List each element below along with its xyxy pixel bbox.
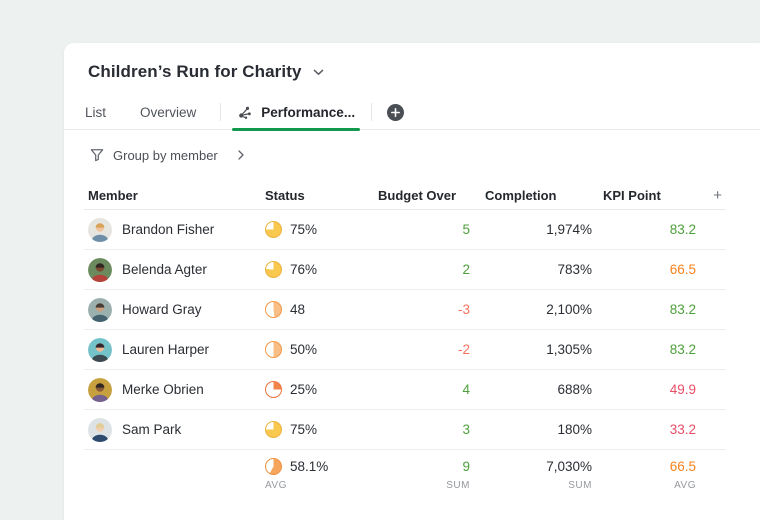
aggregation-label: AVG xyxy=(265,480,287,491)
tab-bar: List Overview xyxy=(64,95,760,131)
progress-pie-icon xyxy=(265,301,282,318)
avatar xyxy=(88,377,112,402)
summary-status-cell[interactable]: 58.1% AVG xyxy=(260,458,366,493)
avatar xyxy=(88,297,112,322)
status-value: 76% xyxy=(290,262,318,277)
table-header: Member Status Budget Over Completion KPI… xyxy=(84,182,726,210)
tab-performance-label: Performance... xyxy=(261,104,356,120)
table-row[interactable]: Merke Obrien 25% 4 688% 49.9 xyxy=(84,370,726,410)
kpi-cell[interactable]: 33.2 xyxy=(669,422,696,437)
completion-cell[interactable]: 688% xyxy=(557,382,592,397)
page-header: Children’s Run for Charity xyxy=(64,43,760,82)
status-value: 75% xyxy=(290,222,318,237)
avatar xyxy=(88,217,112,242)
progress-pie-icon xyxy=(265,421,282,438)
member-name: Belenda Agter xyxy=(122,262,207,277)
member-cell: Belenda Agter xyxy=(84,257,260,282)
progress-pie-icon xyxy=(265,221,282,238)
table-row[interactable]: Howard Gray 48 -3 2,100% 83.2 xyxy=(84,290,726,330)
member-cell: Brandon Fisher xyxy=(84,217,260,242)
view-card: Children’s Run for Charity List Overview xyxy=(64,43,760,520)
filter-icon xyxy=(90,148,104,162)
aggregation-label: AVG xyxy=(674,480,696,491)
table-row[interactable]: Belenda Agter 76% 2 783% 66.5 xyxy=(84,250,726,290)
tab-overview[interactable]: Overview xyxy=(140,104,197,120)
table-row[interactable]: Brandon Fisher 75% 5 1,974% 83.2 xyxy=(84,210,726,250)
group-by-toolbar[interactable]: Group by member xyxy=(64,130,760,172)
completion-cell[interactable]: 2,100% xyxy=(546,302,592,317)
status-cell[interactable]: 75% xyxy=(260,421,366,438)
table-row[interactable]: Lauren Harper 50% -2 1,305% 83.2 xyxy=(84,330,726,370)
avatar xyxy=(88,337,112,362)
kpi-cell[interactable]: 83.2 xyxy=(669,222,696,237)
summary-status-value: 58.1% xyxy=(290,459,329,474)
member-name: Merke Obrien xyxy=(122,382,204,397)
tab-list[interactable]: List xyxy=(85,104,107,120)
status-cell[interactable]: 75% xyxy=(260,221,366,238)
group-by-label: Group by member xyxy=(113,147,218,163)
kpi-cell[interactable]: 49.9 xyxy=(669,382,696,397)
member-name: Sam Park xyxy=(122,422,182,437)
avatar xyxy=(88,257,112,282)
budget-over-cell[interactable]: -3 xyxy=(457,302,470,317)
budget-over-cell[interactable]: 4 xyxy=(462,382,470,397)
status-value: 25% xyxy=(290,382,318,397)
progress-pie-icon xyxy=(265,341,282,358)
member-cell: Merke Obrien xyxy=(84,377,260,402)
budget-over-cell[interactable]: -2 xyxy=(457,342,470,357)
progress-pie-icon xyxy=(265,261,282,278)
column-header-member[interactable]: Member xyxy=(88,188,138,203)
summary-budget-value: 9 xyxy=(462,459,470,474)
status-cell[interactable]: 76% xyxy=(260,261,366,278)
completion-cell[interactable]: 180% xyxy=(557,422,592,437)
column-header-completion[interactable]: Completion xyxy=(485,188,557,203)
avatar xyxy=(88,417,112,442)
status-cell[interactable]: 25% xyxy=(260,381,366,398)
chevron-down-icon[interactable] xyxy=(313,69,324,76)
summary-completion-cell[interactable]: 7,030% SUM xyxy=(472,458,594,491)
add-view-button[interactable] xyxy=(387,103,405,121)
status-cell[interactable]: 48 xyxy=(260,301,366,318)
performance-table: Member Status Budget Over Completion KPI… xyxy=(84,182,726,503)
progress-pie-icon xyxy=(265,381,282,398)
completion-cell[interactable]: 1,974% xyxy=(546,222,592,237)
member-cell: Howard Gray xyxy=(84,297,260,322)
page-title: Children’s Run for Charity xyxy=(88,62,302,81)
tab-performance[interactable]: Performance... xyxy=(232,95,360,131)
member-name: Howard Gray xyxy=(122,302,202,317)
table-row[interactable]: Sam Park 75% 3 180% 33.2 xyxy=(84,410,726,450)
kpi-cell[interactable]: 83.2 xyxy=(669,302,696,317)
status-value: 50% xyxy=(290,342,318,357)
budget-over-cell[interactable]: 2 xyxy=(462,262,470,277)
summary-row: 58.1% AVG 9 SUM 7,030% SUM 66.5 AVG xyxy=(84,450,726,503)
summary-budget-cell[interactable]: 9 SUM xyxy=(366,458,472,491)
completion-cell[interactable]: 1,305% xyxy=(546,342,592,357)
add-column-button[interactable]: + xyxy=(713,187,722,204)
aggregation-label: SUM xyxy=(446,480,470,491)
budget-over-cell[interactable]: 3 xyxy=(462,422,470,437)
status-cell[interactable]: 50% xyxy=(260,341,366,358)
column-header-budget-over[interactable]: Budget Over xyxy=(378,188,457,203)
budget-over-cell[interactable]: 5 xyxy=(462,222,470,237)
kpi-cell[interactable]: 83.2 xyxy=(669,342,696,357)
status-value: 75% xyxy=(290,422,318,437)
member-cell: Sam Park xyxy=(84,417,260,442)
network-icon xyxy=(237,105,252,120)
aggregation-label: SUM xyxy=(568,480,592,491)
column-header-kpi-point[interactable]: KPI Point xyxy=(603,188,661,203)
tab-divider xyxy=(220,103,222,121)
tab-divider xyxy=(371,103,373,121)
member-name: Brandon Fisher xyxy=(122,222,215,237)
progress-pie-icon xyxy=(265,458,282,475)
summary-kpi-cell[interactable]: 66.5 AVG xyxy=(594,458,698,491)
column-header-status[interactable]: Status xyxy=(265,188,305,203)
kpi-cell[interactable]: 66.5 xyxy=(669,262,696,277)
member-cell: Lauren Harper xyxy=(84,337,260,362)
member-name: Lauren Harper xyxy=(122,342,210,357)
status-value: 48 xyxy=(290,302,306,317)
completion-cell[interactable]: 783% xyxy=(557,262,592,277)
chevron-right-icon[interactable] xyxy=(238,150,244,160)
summary-kpi-value: 66.5 xyxy=(669,459,696,474)
summary-completion-value: 7,030% xyxy=(546,459,592,474)
